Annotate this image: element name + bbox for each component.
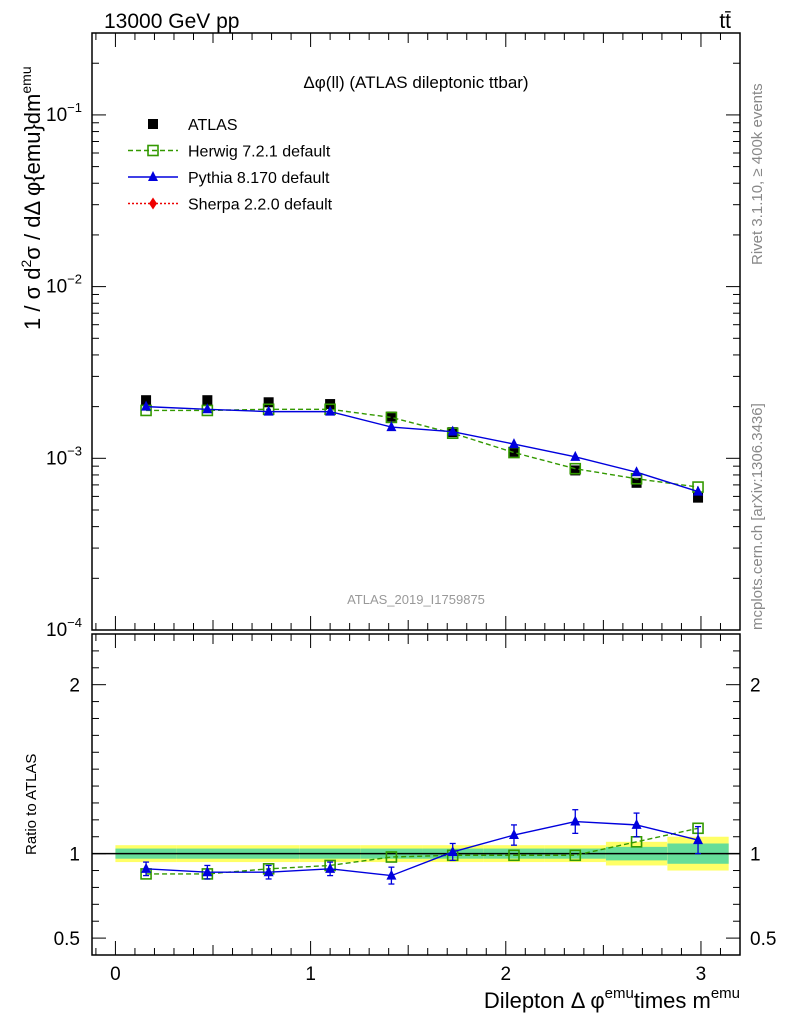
ratio-y-tick-label-left: 2 xyxy=(69,676,80,697)
atlas-point xyxy=(693,492,704,503)
ratio-y-axis-label: Ratio to ATLAS xyxy=(23,754,40,855)
atlas-point xyxy=(141,395,152,406)
legend-marker-herwig xyxy=(147,144,159,157)
pythia-point xyxy=(202,403,213,414)
x-axis-label: Dilepton Δ φemutimes memu xyxy=(484,985,740,1013)
atlas-point xyxy=(386,411,397,422)
legend-marker-pythia xyxy=(148,171,158,181)
ratio-y-tick-label-left: 1 xyxy=(69,845,80,866)
atlas-point xyxy=(570,465,581,476)
pythia-ratio-point xyxy=(693,834,704,845)
herwig-ratio-point xyxy=(569,849,582,862)
pythia-point xyxy=(141,400,152,411)
main-axis-ticks: 10−1 10−2 10−3 10−4 xyxy=(46,33,741,641)
herwig-line xyxy=(146,408,699,488)
pythia-point xyxy=(263,405,274,416)
process-label: tt̄ xyxy=(719,10,731,33)
pythia-ratio-line xyxy=(146,820,699,877)
y-tick-label: 10−1 xyxy=(46,100,82,126)
pythia-ratio-point xyxy=(263,866,274,877)
atlas-point xyxy=(202,395,213,406)
herwig-ratio-point xyxy=(385,851,398,863)
pythia-ratio-point xyxy=(202,866,213,877)
ratio-plot-marks xyxy=(92,809,740,885)
ratio-y-tick-label-right: 2 xyxy=(750,676,761,697)
legend-label-pythia: Pythia 8.170 default xyxy=(188,170,330,187)
x-tick-label: 2 xyxy=(500,964,511,985)
ratio-panel: 0.5 0.5 1 1 2 2 0 1 2 3 xyxy=(54,633,776,985)
plot-title: Δφ(ll) (ATLAS dileptonic ttbar) xyxy=(303,73,528,92)
pythia-ratio-point xyxy=(508,829,519,840)
pythia-point xyxy=(325,405,336,416)
legend-label-herwig: Herwig 7.2.1 default xyxy=(188,144,331,161)
x-tick-label: 3 xyxy=(696,964,707,985)
pythia-point xyxy=(508,438,519,449)
y-tick-label: 10−3 xyxy=(46,443,82,469)
rivet-label: Rivet 3.1.10, ≥ 400k events xyxy=(749,83,766,265)
pythia-point xyxy=(693,485,704,496)
ratio-y-tick-label-right: 1 xyxy=(750,845,761,866)
herwig-point xyxy=(569,462,582,475)
pythia-ratio-point xyxy=(447,845,458,856)
atlas-point xyxy=(263,397,274,408)
pythia-point xyxy=(570,450,581,461)
main-plot-marks xyxy=(140,395,704,503)
legend: ATLAS Herwig 7.2.1 default Pythia 8.170 de… xyxy=(128,117,333,214)
atlas-point xyxy=(508,446,519,457)
main-frame xyxy=(91,32,741,631)
x-tick-label: 1 xyxy=(305,964,316,985)
mcplots-label: mcplots.cern.ch [arXiv:1306.3436] xyxy=(749,403,766,630)
herwig-ratio-point xyxy=(508,849,520,862)
ratio-y-tick-label-right: 0.5 xyxy=(750,929,776,950)
pythia-line xyxy=(146,405,699,493)
y-tick-label: 10−4 xyxy=(46,615,82,641)
pythia-point xyxy=(631,466,642,477)
pythia-point xyxy=(447,425,458,436)
main-panel: 10−1 10−2 10−3 10−4 xyxy=(46,32,741,641)
pythia-ratio-point xyxy=(325,862,336,873)
main-y-axis-label: 1 / σ d2σ / dΔ φ{emu}dmemu xyxy=(18,66,45,330)
legend-label-atlas: ATLAS xyxy=(188,117,238,134)
ratio-frame xyxy=(91,633,741,956)
energy-label: 13000 GeV pp xyxy=(104,10,239,33)
pythia-ratio-point xyxy=(631,818,642,829)
legend-marker-atlas xyxy=(148,119,158,129)
legend-label-sherpa: Sherpa 2.2.0 default xyxy=(188,197,333,214)
pythia-point xyxy=(386,421,397,432)
ratio-axis-ticks: 0.5 0.5 1 1 2 2 0 1 2 3 xyxy=(54,634,776,985)
pythia-ratio-point xyxy=(386,869,397,880)
ratio-y-tick-label-left: 0.5 xyxy=(54,929,80,950)
y-tick-label: 10−2 xyxy=(46,272,82,298)
x-tick-label: 0 xyxy=(110,964,121,985)
pythia-ratio-point xyxy=(570,815,581,826)
analysis-watermark: ATLAS_2019_I1759875 xyxy=(347,592,485,607)
herwig-ratio-line xyxy=(146,827,699,875)
pythia-ratio-point xyxy=(141,862,152,873)
legend-marker-sherpa xyxy=(149,197,157,210)
atlas-point xyxy=(631,477,642,488)
